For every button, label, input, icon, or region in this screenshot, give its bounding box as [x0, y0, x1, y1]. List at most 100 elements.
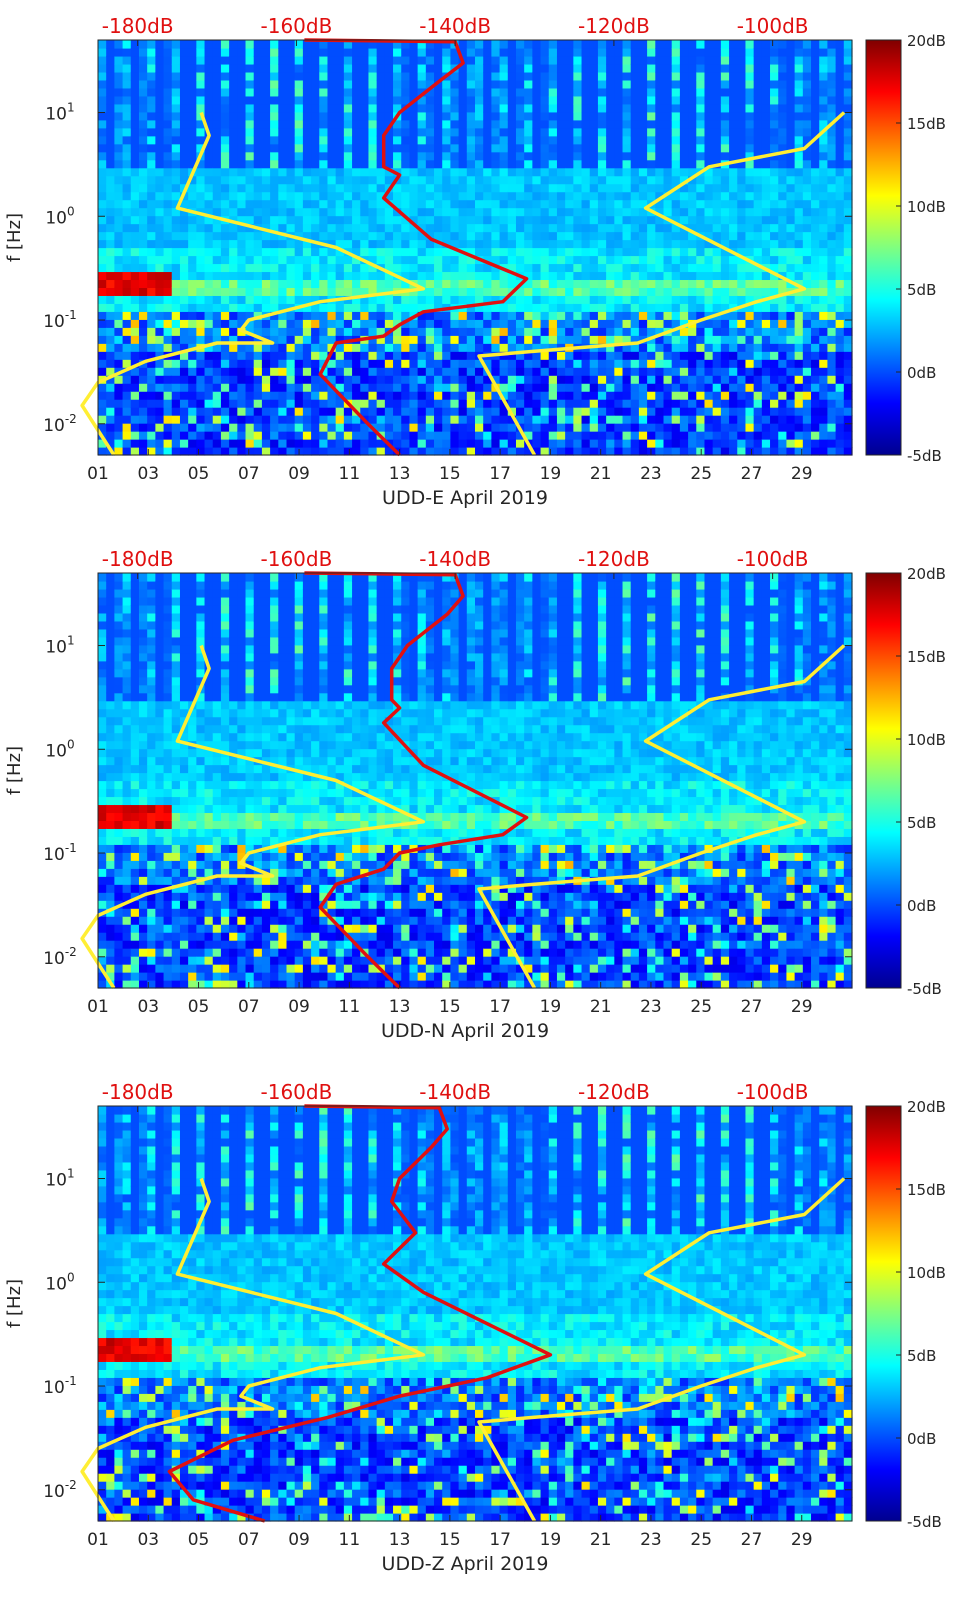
heatmap-cell: [270, 271, 279, 280]
heatmap-cell: [368, 192, 377, 201]
heatmap-cell: [582, 255, 591, 264]
heatmap-cell: [614, 295, 623, 304]
heatmap-cell: [123, 168, 132, 177]
heatmap-cell: [426, 319, 435, 328]
heatmap-cell: [106, 112, 115, 121]
heatmap-cell: [344, 255, 353, 264]
heatmap-cell: [467, 271, 476, 280]
heatmap-cell: [139, 415, 148, 424]
heatmap-cell: [188, 104, 197, 113]
heatmap-cell: [623, 399, 632, 408]
heatmap-cell: [139, 327, 148, 336]
heatmap-cell: [819, 319, 828, 328]
heatmap-cell: [188, 136, 197, 145]
heatmap-cell: [623, 96, 632, 105]
heatmap-cell: [565, 295, 574, 304]
heatmap-cell: [737, 208, 746, 217]
heatmap-cell: [123, 72, 132, 81]
heatmap-cell: [450, 375, 459, 384]
heatmap-cell: [213, 303, 222, 312]
heatmap-cell: [672, 351, 681, 360]
heatmap-cell: [811, 248, 820, 257]
heatmap-cell: [803, 375, 812, 384]
heatmap-cell: [475, 439, 484, 448]
heatmap-cell: [614, 447, 623, 456]
heatmap-cell: [98, 351, 107, 360]
heatmap-cell: [606, 200, 615, 209]
heatmap-cell: [582, 359, 591, 368]
heatmap-cell: [606, 240, 615, 249]
heatmap-cell: [500, 335, 509, 344]
heatmap-cell: [565, 144, 574, 153]
heatmap-cell: [106, 80, 115, 89]
heatmap-cell: [516, 359, 525, 368]
heatmap-cell: [401, 255, 410, 264]
heatmap-cell: [164, 176, 173, 185]
heatmap-cell: [295, 224, 304, 233]
heatmap-cell: [614, 327, 623, 336]
heatmap-cell: [319, 311, 328, 320]
heatmap-cell: [795, 311, 804, 320]
heatmap-cell: [672, 88, 681, 97]
heatmap-cell: [639, 311, 648, 320]
heatmap-cell: [377, 391, 386, 400]
heatmap-cell: [573, 271, 582, 280]
heatmap-cell: [811, 279, 820, 288]
heatmap-cell: [598, 144, 607, 153]
heatmap-cell: [311, 224, 320, 233]
heatmap-cell: [180, 383, 189, 392]
heatmap-cell: [565, 200, 574, 209]
heatmap-cell: [385, 136, 394, 145]
heatmap-cell: [246, 375, 255, 384]
heatmap-cell: [819, 431, 828, 440]
heatmap-cell: [795, 319, 804, 328]
heatmap-cell: [737, 144, 746, 153]
heatmap-cell: [114, 192, 123, 201]
heatmap-cell: [352, 359, 361, 368]
heatmap-cell: [155, 80, 164, 89]
heatmap-cell: [713, 343, 722, 352]
heatmap-cell: [573, 279, 582, 288]
heatmap-cell: [188, 216, 197, 225]
heatmap-cell: [491, 343, 500, 352]
heatmap-cell: [262, 200, 271, 209]
heatmap-cell: [459, 184, 468, 193]
heatmap-cell: [475, 263, 484, 272]
heatmap-cell: [762, 335, 771, 344]
heatmap-cell: [811, 104, 820, 113]
heatmap-cell: [541, 120, 550, 129]
heatmap-cell: [688, 88, 697, 97]
heatmap-cell: [393, 431, 402, 440]
heatmap-cell: [114, 319, 123, 328]
heatmap-cell: [811, 295, 820, 304]
heatmap-cell: [262, 80, 271, 89]
heatmap-cell: [221, 136, 230, 145]
heatmap-cell: [205, 200, 214, 209]
heatmap-cell: [565, 367, 574, 376]
heatmap-cell: [762, 104, 771, 113]
heatmap-cell: [500, 136, 509, 145]
heatmap-cell: [762, 232, 771, 241]
heatmap-cell: [664, 423, 673, 432]
heatmap-cell: [213, 192, 222, 201]
heatmap-cell: [106, 661, 115, 670]
heatmap-cell: [409, 263, 418, 272]
heatmap-cell: [237, 311, 246, 320]
heatmap-cell: [459, 415, 468, 424]
heatmap-cell: [655, 184, 664, 193]
heatmap-cell: [246, 104, 255, 113]
heatmap-cell: [196, 279, 205, 288]
heatmap-cell: [623, 128, 632, 137]
heatmap-cell: [639, 80, 648, 89]
heatmap-cell: [172, 359, 181, 368]
heatmap-cell: [786, 407, 795, 416]
heatmap-cell: [623, 216, 632, 225]
heatmap-cell: [565, 64, 574, 73]
heatmap-cell: [246, 248, 255, 257]
heatmap-cell: [459, 120, 468, 129]
heatmap-cell: [770, 248, 779, 257]
heatmap-cell: [844, 168, 853, 177]
heatmap-cell: [98, 263, 107, 272]
heatmap-cell: [131, 255, 140, 264]
heatmap-cell: [836, 271, 845, 280]
